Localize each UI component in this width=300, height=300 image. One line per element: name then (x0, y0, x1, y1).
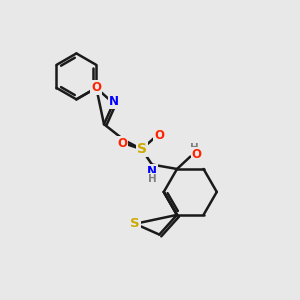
Text: O: O (192, 148, 202, 161)
Text: N: N (110, 95, 120, 108)
Text: H: H (190, 143, 199, 153)
Text: O: O (91, 81, 101, 94)
Text: S: S (130, 217, 140, 230)
Text: H: H (190, 143, 199, 153)
Text: O: O (91, 81, 101, 94)
Text: H: H (148, 174, 156, 184)
Text: N: N (147, 164, 157, 178)
Text: O: O (118, 137, 128, 150)
Text: N: N (147, 164, 157, 178)
Text: O: O (118, 137, 128, 150)
Text: O: O (192, 148, 202, 161)
Text: S: S (130, 217, 140, 230)
Text: O: O (154, 130, 164, 142)
Text: N: N (109, 95, 119, 108)
Text: O: O (154, 130, 164, 142)
Text: H: H (148, 174, 156, 184)
Text: S: S (137, 142, 147, 156)
Text: S: S (137, 142, 147, 156)
